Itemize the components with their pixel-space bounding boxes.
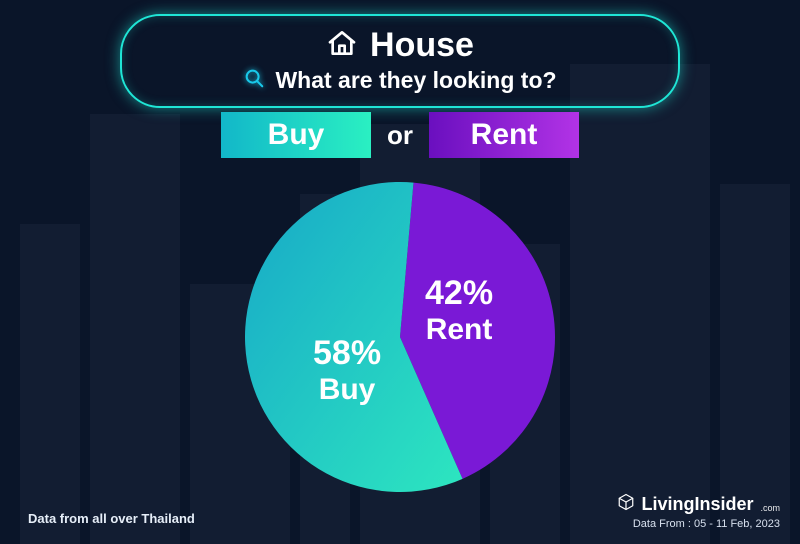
brand-suffix: .com (760, 503, 780, 513)
footer-left-text: Data from all over Thailand (28, 511, 195, 526)
house-icon (326, 27, 358, 64)
page-subtitle: What are they looking to? (275, 67, 556, 94)
page-title: House (370, 26, 474, 65)
rent-percent: 42% (425, 274, 493, 313)
buy-name: Buy (313, 373, 381, 408)
buy-label: Buy (268, 118, 325, 152)
header-pill: House What are they looking to? (120, 14, 680, 108)
search-icon (243, 67, 265, 94)
buy-percent: 58% (313, 334, 381, 373)
slice-label-buy: 58% Buy (313, 334, 381, 408)
slice-label-rent: 42% Rent (425, 274, 493, 348)
rent-name: Rent (425, 313, 493, 348)
rent-pill: Rent (429, 112, 579, 158)
footer-right: LivingInsider .com Data From : 05 - 11 F… (617, 493, 780, 530)
rent-label: Rent (471, 118, 538, 152)
cube-icon (617, 493, 635, 516)
brand-logo: LivingInsider .com (617, 493, 780, 516)
pie-svg (245, 182, 555, 492)
subtitle-row: What are they looking to? (146, 67, 654, 94)
or-label: or (387, 120, 413, 151)
brand-name: LivingInsider (641, 494, 753, 515)
buy-pill: Buy (221, 112, 371, 158)
title-row: House (146, 26, 654, 65)
buy-rent-row: Buy or Rent (221, 112, 579, 158)
footer-date: Data From : 05 - 11 Feb, 2023 (617, 518, 780, 530)
pie-chart: 42% Rent 58% Buy (245, 182, 555, 492)
